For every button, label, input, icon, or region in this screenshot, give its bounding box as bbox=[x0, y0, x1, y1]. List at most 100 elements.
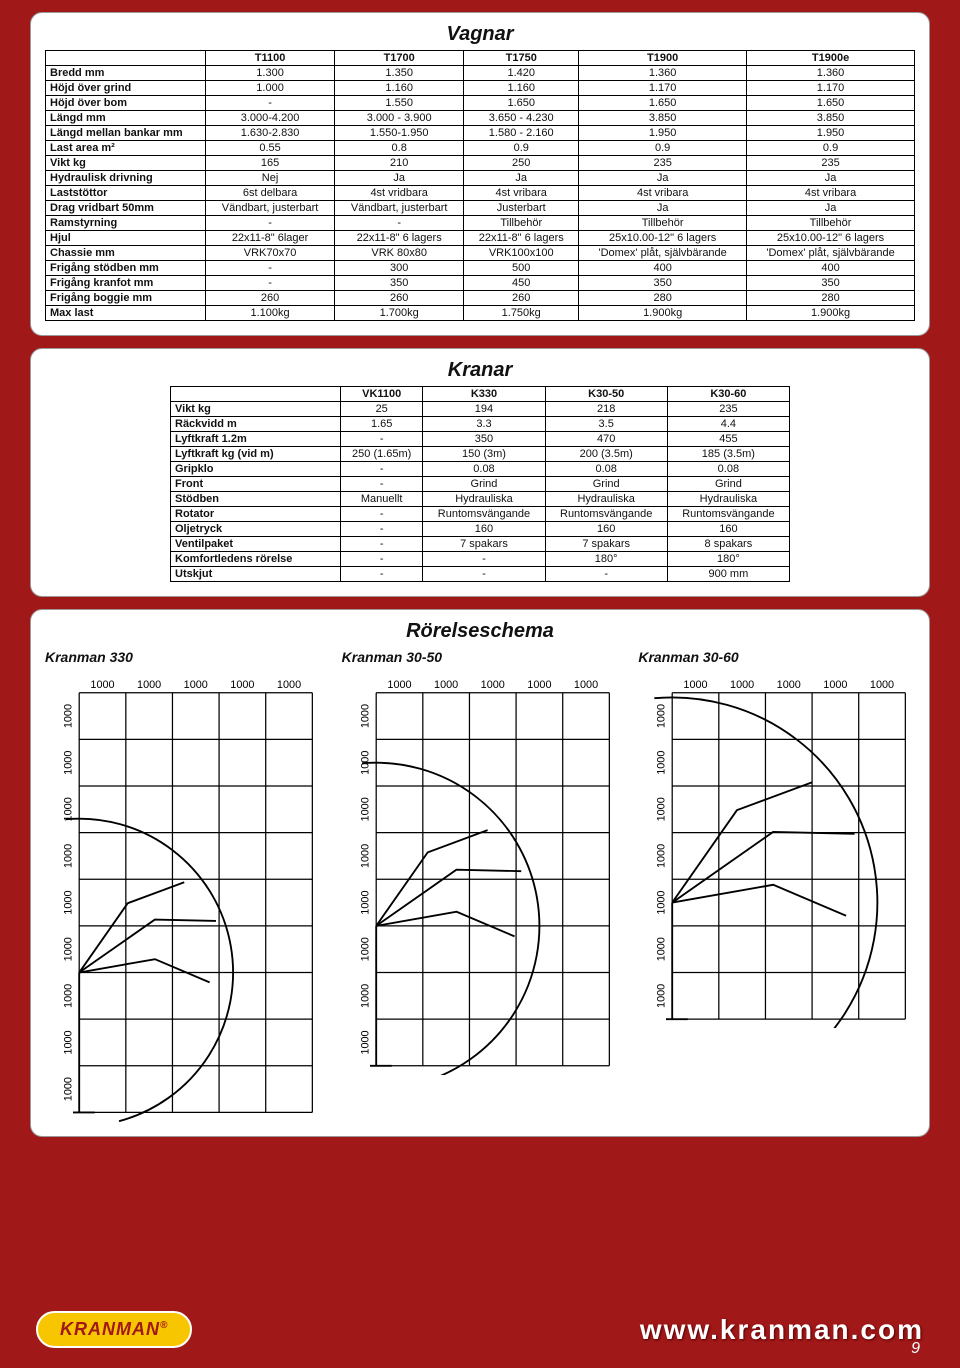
cell: 7 spakars bbox=[545, 537, 667, 552]
cell: 260 bbox=[464, 291, 579, 306]
svg-text:1000: 1000 bbox=[656, 891, 668, 915]
kranman-logo: KRANMAN® bbox=[36, 1311, 192, 1348]
cell: 900 mm bbox=[667, 567, 789, 582]
model-col: T1900e bbox=[747, 51, 915, 66]
cell: 6st delbara bbox=[206, 186, 335, 201]
vagnar-table: T1100T1700T1750T1900T1900e Bredd mm1.300… bbox=[45, 50, 915, 321]
svg-text:1000: 1000 bbox=[684, 679, 708, 691]
cell: 0.55 bbox=[206, 141, 335, 156]
svg-text:1000: 1000 bbox=[656, 797, 668, 821]
cell: 280 bbox=[747, 291, 915, 306]
cell: 1.900kg bbox=[579, 306, 747, 321]
cell: 1.170 bbox=[579, 81, 747, 96]
cell: 160 bbox=[545, 522, 667, 537]
cell: Runtomsvängande bbox=[423, 507, 545, 522]
cell: 1.580 - 2.160 bbox=[464, 126, 579, 141]
row-label: Rotator bbox=[171, 507, 341, 522]
cell: Grind bbox=[667, 477, 789, 492]
logo-text: KRANMAN bbox=[60, 1319, 160, 1339]
table-row: Komfortledens rörelse--180°180° bbox=[171, 552, 790, 567]
model-col: K30-50 bbox=[545, 387, 667, 402]
cell: - bbox=[341, 522, 423, 537]
cell: 160 bbox=[667, 522, 789, 537]
reach-diagram-svg: 1000100010001000100010001000100010001000… bbox=[45, 671, 322, 1122]
diagram-title: Kranman 330 bbox=[45, 649, 322, 665]
svg-text:1000: 1000 bbox=[277, 679, 301, 691]
cell: - bbox=[206, 261, 335, 276]
svg-text:1000: 1000 bbox=[434, 679, 458, 691]
table-row: Rotator-RuntomsvängandeRuntomsvängandeRu… bbox=[171, 507, 790, 522]
row-label: Ventilpaket bbox=[171, 537, 341, 552]
svg-text:1000: 1000 bbox=[62, 1030, 74, 1054]
model-col: K330 bbox=[423, 387, 545, 402]
rorelse-panel: Rörelseschema Kranman 330100010001000100… bbox=[30, 609, 930, 1137]
cell: 180° bbox=[545, 552, 667, 567]
cell: - bbox=[341, 462, 423, 477]
svg-text:1000: 1000 bbox=[656, 844, 668, 868]
cell: - bbox=[341, 477, 423, 492]
cell: 0.08 bbox=[423, 462, 545, 477]
table-row: Laststöttor6st delbara4st vridbara4st vr… bbox=[46, 186, 915, 201]
cell: 25x10.00-12" 6 lagers bbox=[579, 231, 747, 246]
footer-url: www.kranman.com bbox=[640, 1314, 924, 1346]
table-row: Lyftkraft kg (vid m)250 (1.65m)150 (3m)2… bbox=[171, 447, 790, 462]
cell: 218 bbox=[545, 402, 667, 417]
table-row: Gripklo-0.080.080.08 bbox=[171, 462, 790, 477]
table-row: Ramstyrning--TillbehörTillbehörTillbehör bbox=[46, 216, 915, 231]
svg-text:1000: 1000 bbox=[480, 679, 504, 691]
table-row: Längd mm3.000-4.2003.000 - 3.9003.650 - … bbox=[46, 111, 915, 126]
cell: 1.420 bbox=[464, 66, 579, 81]
cell: 8 spakars bbox=[667, 537, 789, 552]
svg-text:1000: 1000 bbox=[62, 890, 74, 914]
cell: 0.9 bbox=[747, 141, 915, 156]
cell: - bbox=[423, 567, 545, 582]
cell: 3.650 - 4.230 bbox=[464, 111, 579, 126]
svg-text:1000: 1000 bbox=[359, 704, 371, 728]
svg-text:1000: 1000 bbox=[656, 751, 668, 775]
cell: 160 bbox=[423, 522, 545, 537]
svg-text:1000: 1000 bbox=[230, 679, 254, 691]
cell: 1.550 bbox=[335, 96, 464, 111]
cell: 22x11-8" 6 lagers bbox=[335, 231, 464, 246]
page-number: 9 bbox=[911, 1340, 920, 1358]
cell: 0.8 bbox=[335, 141, 464, 156]
vagnar-title: Vagnar bbox=[45, 23, 915, 46]
cell: 3.3 bbox=[423, 417, 545, 432]
cell: Tillbehör bbox=[747, 216, 915, 231]
cell: Grind bbox=[423, 477, 545, 492]
cell: 350 bbox=[335, 276, 464, 291]
cell: 280 bbox=[579, 291, 747, 306]
row-label: Chassie mm bbox=[46, 246, 206, 261]
cell: 1.360 bbox=[747, 66, 915, 81]
cell: Runtomsvängande bbox=[545, 507, 667, 522]
table-row: Chassie mmVRK70x70VRK 80x80VRK100x100'Do… bbox=[46, 246, 915, 261]
cell: - bbox=[545, 567, 667, 582]
cell: 185 (3.5m) bbox=[667, 447, 789, 462]
row-label: Front bbox=[171, 477, 341, 492]
cell: 1.350 bbox=[335, 66, 464, 81]
svg-text:1000: 1000 bbox=[184, 679, 208, 691]
cell: 0.9 bbox=[464, 141, 579, 156]
cell: - bbox=[206, 276, 335, 291]
cell: 'Domex' plåt, självbärande bbox=[579, 246, 747, 261]
row-label: Komfortledens rörelse bbox=[171, 552, 341, 567]
row-label: Last area m² bbox=[46, 141, 206, 156]
cell: 1.650 bbox=[464, 96, 579, 111]
cell: 1.100kg bbox=[206, 306, 335, 321]
model-col: K30-60 bbox=[667, 387, 789, 402]
table-row: Utskjut---900 mm bbox=[171, 567, 790, 582]
cell: Tillbehör bbox=[579, 216, 747, 231]
row-label: Utskjut bbox=[171, 567, 341, 582]
row-label: Stödben bbox=[171, 492, 341, 507]
cell: 180° bbox=[667, 552, 789, 567]
row-label: Höjd över grind bbox=[46, 81, 206, 96]
svg-text:1000: 1000 bbox=[870, 679, 894, 691]
table-row: Ventilpaket-7 spakars7 spakars8 spakars bbox=[171, 537, 790, 552]
cell: 25x10.00-12" 6 lagers bbox=[747, 231, 915, 246]
svg-text:1000: 1000 bbox=[62, 1077, 74, 1101]
kranar-panel: Kranar VK1100K330K30-50K30-60 Vikt kg251… bbox=[30, 348, 930, 597]
svg-text:1000: 1000 bbox=[90, 679, 114, 691]
cell: 3.000-4.200 bbox=[206, 111, 335, 126]
cell: 260 bbox=[206, 291, 335, 306]
row-label: Max last bbox=[46, 306, 206, 321]
